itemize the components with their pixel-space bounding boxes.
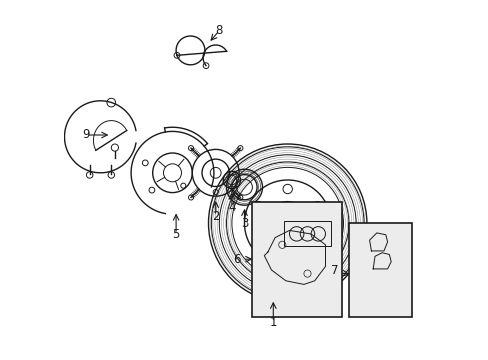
Text: 8: 8 bbox=[215, 24, 223, 37]
Bar bbox=[251, 202, 341, 317]
Bar bbox=[348, 223, 411, 317]
Text: 9: 9 bbox=[82, 129, 90, 141]
Text: 7: 7 bbox=[330, 264, 338, 276]
Text: 6: 6 bbox=[233, 253, 241, 266]
Text: 4: 4 bbox=[228, 201, 235, 214]
Text: 3: 3 bbox=[240, 217, 248, 230]
Text: 5: 5 bbox=[172, 228, 180, 240]
Text: 1: 1 bbox=[269, 316, 277, 329]
Bar bbox=[284, 221, 330, 247]
Text: 2: 2 bbox=[211, 210, 219, 222]
